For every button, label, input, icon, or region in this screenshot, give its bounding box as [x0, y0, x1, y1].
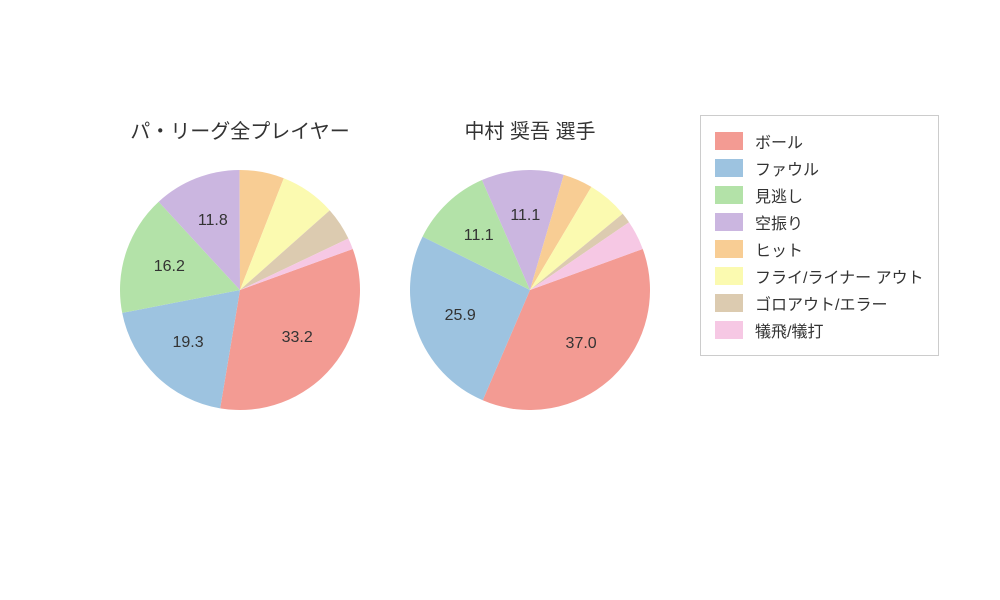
- legend-label-foul: ファウル: [755, 156, 819, 180]
- chart-title-league: パ・リーグ全プレイヤー: [120, 115, 360, 144]
- legend-swatch-flyout: [715, 267, 743, 285]
- legend-item-hit: ヒット: [715, 237, 924, 261]
- legend-label-looking: 見逃し: [755, 183, 803, 207]
- pie-label-player-foul: 25.9: [445, 307, 476, 325]
- legend-item-flyout: フライ/ライナー アウト: [715, 264, 924, 288]
- legend-swatch-groundout: [715, 294, 743, 312]
- legend: ボールファウル見逃し空振りヒットフライ/ライナー アウトゴロアウト/エラー犠飛/…: [700, 115, 939, 356]
- chart-container: パ・リーグ全プレイヤー 33.2 19.3 16.2 11.8 中村 奨吾 選手 37.0 2…: [0, 0, 1000, 600]
- legend-label-hit: ヒット: [755, 237, 803, 261]
- chart-title-player: 中村 奨吾 選手: [420, 115, 640, 144]
- legend-item-sac: 犠飛/犠打: [715, 318, 924, 342]
- pie-league: [120, 170, 360, 410]
- pie-label-league-foul: 19.3: [172, 334, 203, 352]
- pie-label-league-swinging: 11.8: [198, 212, 228, 230]
- pie-label-player-looking: 11.1: [464, 227, 494, 245]
- legend-swatch-hit: [715, 240, 743, 258]
- legend-swatch-ball: [715, 132, 743, 150]
- pie-label-league-looking: 16.2: [154, 258, 185, 276]
- pie-label-player-ball: 37.0: [566, 335, 597, 353]
- legend-item-groundout: ゴロアウト/エラー: [715, 291, 924, 315]
- legend-item-swinging: 空振り: [715, 210, 924, 234]
- legend-swatch-foul: [715, 159, 743, 177]
- pie-label-player-swinging: 11.1: [510, 207, 540, 225]
- legend-label-ball: ボール: [755, 129, 803, 153]
- legend-label-sac: 犠飛/犠打: [755, 318, 823, 342]
- legend-swatch-looking: [715, 186, 743, 204]
- legend-item-looking: 見逃し: [715, 183, 924, 207]
- legend-swatch-swinging: [715, 213, 743, 231]
- legend-label-swinging: 空振り: [755, 210, 803, 234]
- legend-item-ball: ボール: [715, 129, 924, 153]
- legend-swatch-sac: [715, 321, 743, 339]
- legend-label-groundout: ゴロアウト/エラー: [755, 291, 887, 315]
- legend-label-flyout: フライ/ライナー アウト: [755, 264, 924, 288]
- legend-item-foul: ファウル: [715, 156, 924, 180]
- pie-label-league-ball: 33.2: [282, 329, 313, 347]
